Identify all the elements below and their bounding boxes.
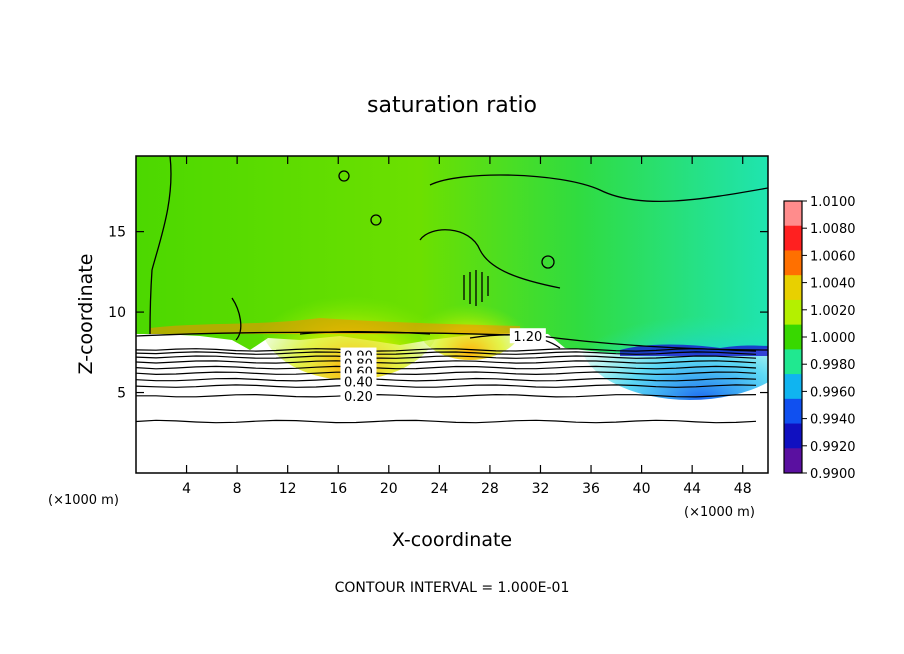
colorbar-swatch xyxy=(784,225,802,251)
colorbar-tick-label: 0.9940 xyxy=(810,413,856,428)
x-tick-label: 32 xyxy=(532,481,550,497)
x-tick-label: 20 xyxy=(380,481,398,497)
contour-labels: 1.200.900.800.600.400.20 xyxy=(340,328,546,405)
contour-level-line xyxy=(136,360,757,364)
colorbar-tick-label: 0.9900 xyxy=(810,467,856,482)
x-tick-label: 44 xyxy=(683,481,701,497)
contour-level-line xyxy=(136,365,757,370)
contour-line xyxy=(370,214,382,226)
plot-frame xyxy=(135,155,769,474)
contour-line xyxy=(463,270,489,306)
subsaturated-region xyxy=(580,280,768,400)
y-tick-label: 10 xyxy=(108,305,126,321)
warm-region-right xyxy=(415,280,525,360)
cloud-top-band xyxy=(150,318,520,334)
contour-line xyxy=(429,174,768,203)
colorbar-swatch xyxy=(784,398,802,425)
colorbar-swatch xyxy=(784,448,802,474)
x-tick-label: 12 xyxy=(279,481,297,497)
contour-level-line xyxy=(136,419,757,424)
colorbar-tick-label: 1.0080 xyxy=(810,222,856,237)
colorbar-tick-label: 1.0060 xyxy=(810,249,856,264)
contour-label-background xyxy=(340,373,377,389)
y-tick-label: 5 xyxy=(117,386,126,402)
x-axis-label: X-coordinate xyxy=(392,529,512,551)
colorbar-tick-label: 0.9960 xyxy=(810,385,856,400)
contour-line xyxy=(541,255,555,269)
x-tick-label: 8 xyxy=(233,481,242,497)
colorbar-swatch xyxy=(784,324,802,350)
colorbar: 1.0100 1.0080 1.0060 1.0040 1.0020 1.0000 0.99… xyxy=(783,195,856,482)
x-axis: 4 8 12 16 20 24 28 32 36 40 44 48 xyxy=(182,156,752,497)
contour-line xyxy=(231,297,242,341)
contour-interval-note: CONTOUR INTERVAL = 1.000E-01 xyxy=(335,580,570,596)
y-axis: 5 10 15 xyxy=(108,225,768,402)
contour-level-line xyxy=(136,377,757,382)
contour-level-line xyxy=(136,393,757,398)
colorbar-swatch xyxy=(784,349,802,375)
colorbar-tick-label: 1.0020 xyxy=(810,304,856,319)
y-tick-label: 15 xyxy=(108,225,126,241)
colorbar-tick-label: 1.0000 xyxy=(810,331,856,346)
contour-label: 0.20 xyxy=(344,390,373,405)
y-axis-label: Z-coordinate xyxy=(75,254,97,375)
colorbar-tick-label: 1.0100 xyxy=(810,195,856,210)
plot-area: 1.200.900.800.600.400.20 xyxy=(136,156,768,473)
x-tick-label: 24 xyxy=(430,481,448,497)
contour-level-line xyxy=(136,351,757,355)
colorbar-tick-label: 0.9920 xyxy=(810,440,856,455)
contour-line xyxy=(149,156,172,335)
contour-label-background xyxy=(340,387,377,403)
contour-level-line xyxy=(136,348,757,352)
x-tick-label: 4 xyxy=(182,481,191,497)
colorbar-swatch xyxy=(784,423,802,449)
x-tick-label: 16 xyxy=(329,481,347,497)
chart-title: saturation ratio xyxy=(367,93,537,118)
x-unit-right: (×1000 m) xyxy=(684,505,755,520)
x-unit-left: (×1000 m) xyxy=(48,493,119,508)
colorbar-tick-label: 0.9980 xyxy=(810,358,856,373)
contour-level-line xyxy=(136,371,757,376)
contour-label: 1.20 xyxy=(513,330,542,345)
colorbar-swatch xyxy=(784,201,802,227)
x-tick-label: 36 xyxy=(582,481,600,497)
contour-line xyxy=(338,170,350,182)
colorbar-swatch xyxy=(784,275,802,301)
contour-line xyxy=(136,331,768,351)
contour-lines xyxy=(136,156,768,351)
contour-level-line xyxy=(136,384,757,388)
contour-line xyxy=(419,229,561,289)
colorbar-swatch xyxy=(784,299,802,326)
contour-level-line xyxy=(136,355,757,359)
contour-label-background xyxy=(509,328,546,344)
x-tick-label: 40 xyxy=(633,481,651,497)
level-contours xyxy=(136,348,757,424)
colorbar-tick-label: 1.0040 xyxy=(810,277,856,292)
contour-label: 0.40 xyxy=(344,375,373,390)
x-tick-label: 48 xyxy=(734,481,752,497)
colorbar-swatch xyxy=(784,374,802,400)
x-tick-label: 28 xyxy=(481,481,499,497)
colorbar-swatch xyxy=(784,250,802,276)
